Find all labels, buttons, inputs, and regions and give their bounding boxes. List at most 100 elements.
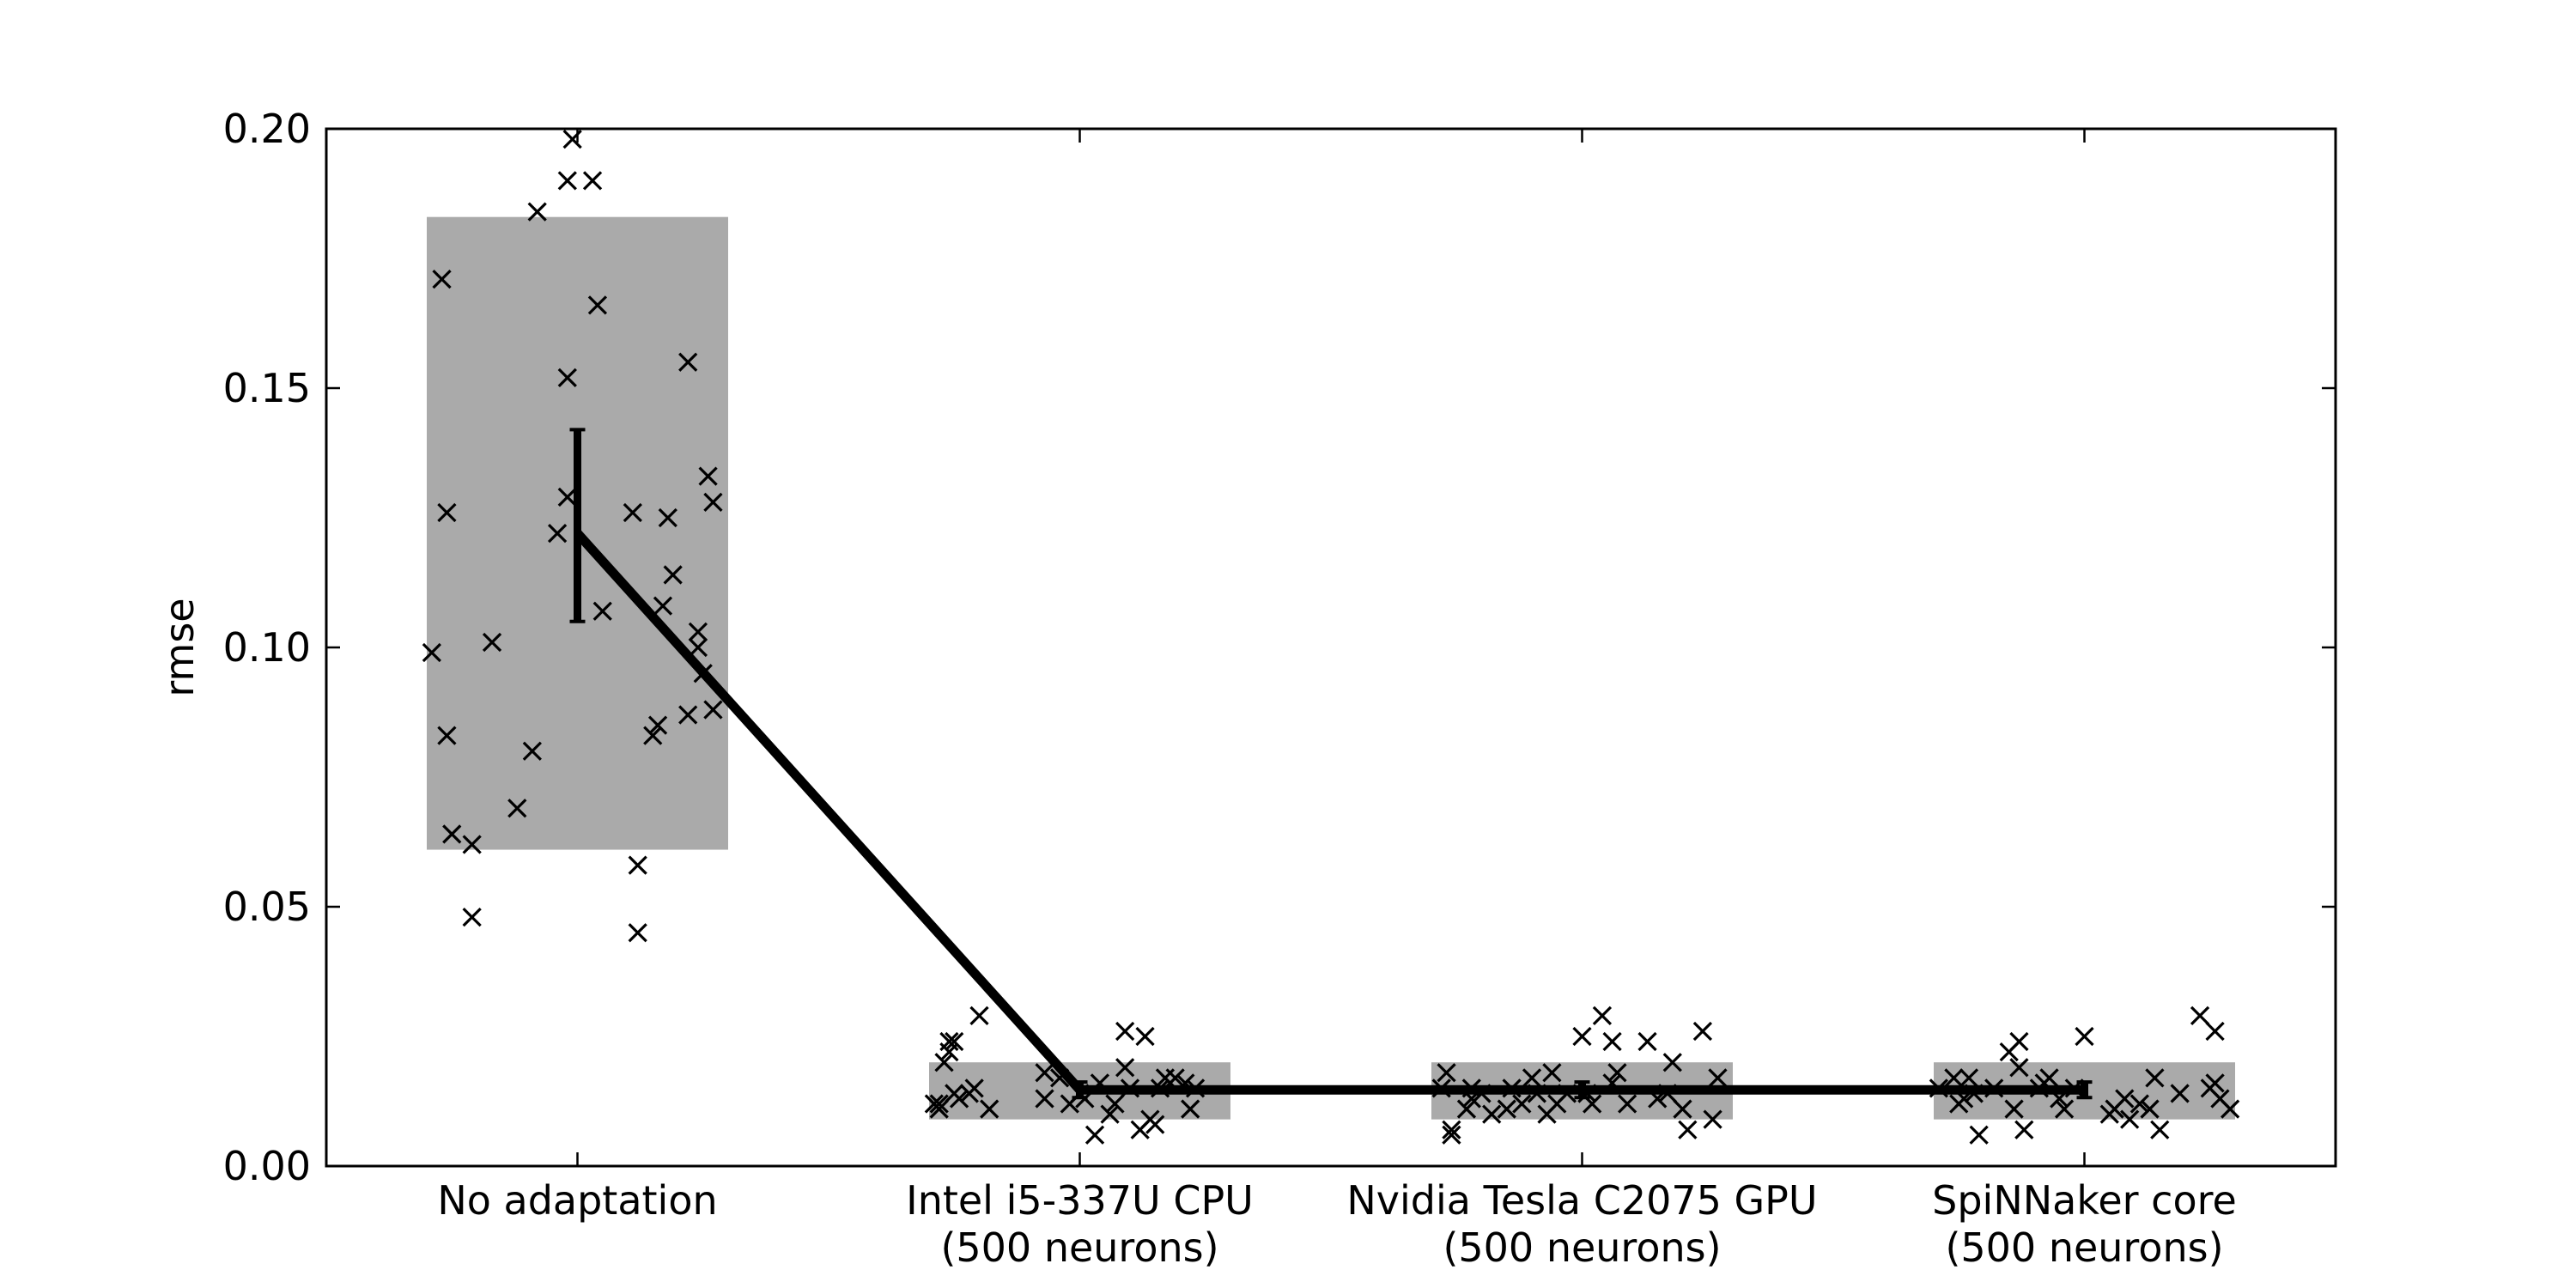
data-point-stroke — [628, 855, 647, 875]
data-point — [623, 502, 642, 523]
data-point-stroke — [1512, 1094, 1532, 1114]
data-point-stroke — [437, 726, 457, 745]
data-point — [1181, 1099, 1200, 1119]
data-point — [663, 565, 683, 585]
plot-area — [422, 129, 2240, 1145]
data-point-stroke — [703, 700, 723, 720]
data-point — [2221, 1099, 2240, 1119]
mean-line — [574, 530, 2085, 1095]
data-point — [1442, 1120, 1461, 1139]
data-point-stroke — [628, 923, 647, 943]
data-point — [462, 907, 482, 927]
data-point-stroke — [1602, 1031, 1622, 1052]
data-point-stroke — [945, 1031, 964, 1052]
data-point-stroke — [1944, 1068, 1964, 1088]
data-point — [678, 352, 698, 372]
data-point-stroke — [1969, 1125, 1989, 1145]
data-point — [437, 502, 457, 523]
data-point-stroke — [1035, 1089, 1054, 1109]
data-point — [929, 1099, 949, 1119]
data-point — [2054, 1099, 2075, 1119]
data-point — [557, 171, 577, 191]
data-point-stroke — [969, 1005, 989, 1025]
data-point-stroke — [2014, 1120, 2034, 1139]
x-axis: No adaptation Intel i5-337U CPU(500 neuro… — [437, 129, 2237, 1271]
y-tick-label: 0.10 — [223, 624, 311, 671]
data-point-stroke — [1692, 1021, 1713, 1042]
data-point — [628, 855, 647, 875]
data-point — [1618, 1094, 1637, 1114]
data-point — [1497, 1099, 1516, 1119]
data-point-stroke — [462, 907, 482, 927]
data-point — [2145, 1068, 2165, 1088]
data-point-stroke — [1115, 1058, 1135, 1078]
data-point-stroke — [688, 622, 708, 642]
data-point-stroke — [527, 202, 547, 222]
data-point — [1969, 1125, 1989, 1145]
data-point — [2039, 1068, 2059, 1088]
data-point-stroke — [2145, 1068, 2165, 1088]
data-point-stroke — [1482, 1104, 1502, 1124]
data-point — [2009, 1058, 2029, 1078]
data-point — [2115, 1089, 2135, 1109]
data-point — [2075, 1026, 2094, 1047]
x-category-label: Nvidia Tesla C2075 GPU — [1346, 1177, 1817, 1224]
data-point-stroke — [2129, 1094, 2149, 1114]
data-point-stroke — [2115, 1089, 2135, 1109]
data-point — [1572, 1026, 1592, 1047]
data-point-stroke — [1678, 1120, 1698, 1139]
data-point — [442, 824, 462, 844]
data-point — [1035, 1089, 1054, 1109]
data-point-stroke — [2004, 1099, 2024, 1119]
data-point-stroke — [1583, 1094, 1602, 1114]
data-point-stroke — [2039, 1068, 2059, 1088]
data-point — [432, 270, 452, 289]
data-point-stroke — [1437, 1063, 1456, 1083]
data-point — [1944, 1068, 1964, 1088]
y-axis-label: rmse — [156, 598, 203, 696]
data-point — [964, 1078, 984, 1098]
data-point-stroke — [462, 835, 482, 854]
data-point — [1708, 1068, 1728, 1088]
data-point-stroke — [1959, 1068, 1979, 1088]
data-point — [2150, 1120, 2170, 1139]
data-point — [527, 202, 547, 222]
data-point-stroke — [1607, 1063, 1627, 1083]
confidence-interval — [2076, 1080, 2093, 1100]
data-point-stroke — [929, 1099, 949, 1119]
y-tick-label: 0.20 — [223, 106, 311, 152]
data-point-stroke — [678, 705, 698, 725]
data-point — [934, 1053, 954, 1072]
data-point — [2170, 1084, 2190, 1103]
x-category-label: No adaptation — [437, 1177, 717, 1224]
data-point — [437, 726, 457, 745]
data-point-stroke — [929, 1094, 949, 1114]
data-point — [1115, 1021, 1135, 1042]
confidence-interval — [1072, 1080, 1088, 1100]
data-point-stroke — [437, 502, 457, 523]
data-point — [647, 715, 668, 735]
y-axis: 0.00 0.05 0.10 0.15 0.20 — [223, 106, 2336, 1189]
data-point-stroke — [422, 642, 441, 663]
data-point — [2129, 1094, 2149, 1114]
data-point — [1692, 1021, 1713, 1042]
data-point-stroke — [1100, 1104, 1120, 1124]
x-category-label: (500 neurons) — [1443, 1224, 1721, 1271]
data-point-stroke — [1662, 1053, 1682, 1072]
data-point-stroke — [2075, 1026, 2094, 1047]
data-point — [929, 1094, 949, 1114]
x-category-label: (500 neurons) — [1945, 1224, 2223, 1271]
data-point-stroke — [432, 270, 452, 289]
data-point-stroke — [2210, 1089, 2230, 1109]
data-point-stroke — [2205, 1021, 2225, 1042]
data-point — [1035, 1063, 1054, 1083]
y-tick-label: 0.05 — [223, 884, 311, 930]
confidence-interval — [1574, 1080, 1590, 1100]
data-point-stroke — [2205, 1073, 2225, 1093]
data-point — [939, 1042, 959, 1062]
data-point-stroke — [934, 1053, 954, 1072]
data-point — [653, 596, 673, 616]
data-point — [1100, 1104, 1120, 1124]
data-point-stroke — [1637, 1031, 1657, 1052]
data-point — [1542, 1063, 1562, 1083]
